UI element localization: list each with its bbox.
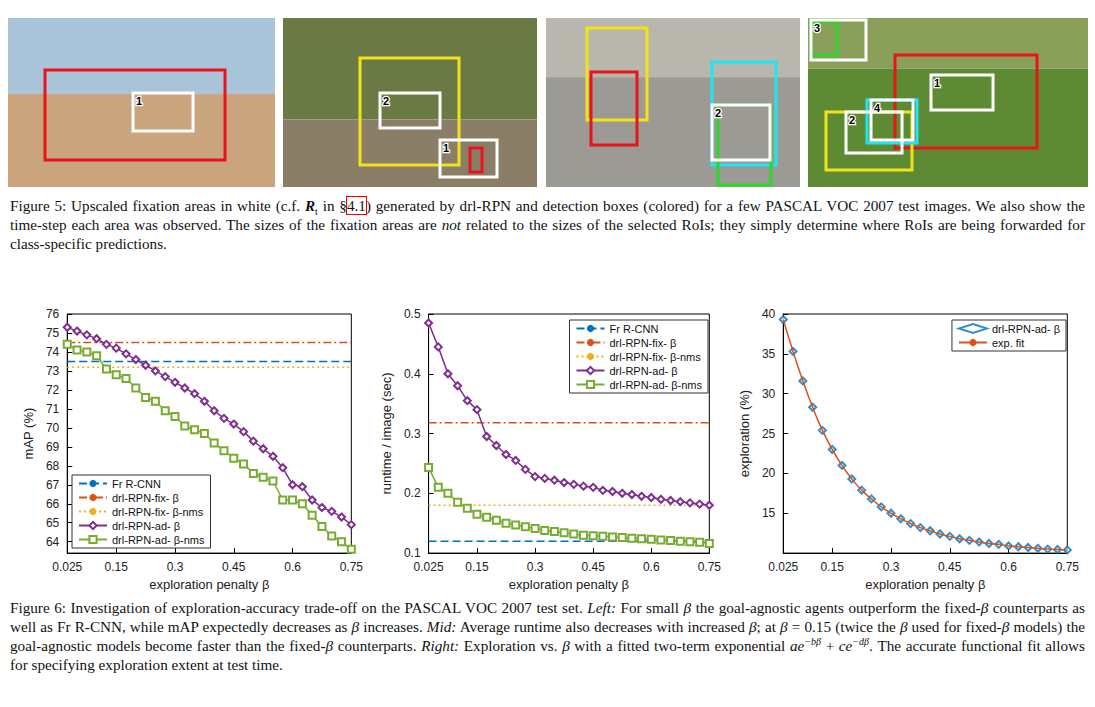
svg-text:0.1: 0.1	[404, 546, 421, 560]
svg-text:72: 72	[46, 383, 60, 397]
svg-text:75: 75	[46, 326, 60, 340]
svg-text:0.45: 0.45	[581, 560, 605, 574]
svg-text:2: 2	[849, 114, 855, 126]
svg-text:0.75: 0.75	[1056, 560, 1080, 574]
svg-text:0.3: 0.3	[167, 560, 184, 574]
svg-text:0.2: 0.2	[404, 486, 421, 500]
svg-text:Fr R-CNN: Fr R-CNN	[112, 478, 161, 490]
svg-text:drl-RPN-fix- β-nms: drl-RPN-fix- β-nms	[609, 351, 701, 363]
svg-text:0.025: 0.025	[768, 560, 798, 574]
svg-text:0.3: 0.3	[883, 560, 900, 574]
svg-text:4: 4	[874, 102, 881, 114]
html-text:Figure 6: Investigation of exp: Figure 6: Investigation of exploration-a…	[10, 599, 1085, 673]
svg-text:drl-RPN-fix- β: drl-RPN-fix- β	[609, 337, 676, 349]
svg-text:74: 74	[46, 345, 60, 359]
svg-text:68: 68	[46, 459, 60, 473]
svg-text:1: 1	[443, 142, 449, 154]
svg-text:drl-RPN-fix- β: drl-RPN-fix- β	[112, 492, 179, 504]
svg-text:69: 69	[46, 440, 60, 454]
svg-text:0.15: 0.15	[821, 560, 845, 574]
svg-text:0.15: 0.15	[105, 560, 129, 574]
svg-text:0.45: 0.45	[938, 560, 962, 574]
svg-text:2: 2	[715, 107, 721, 119]
svg-text:0.75: 0.75	[340, 560, 364, 574]
svg-text:0.6: 0.6	[1000, 560, 1017, 574]
svg-text:71: 71	[46, 402, 60, 416]
svg-text:0.025: 0.025	[52, 560, 82, 574]
svg-text:0.6: 0.6	[284, 560, 301, 574]
svg-text:drl-RPN-ad- β-nms: drl-RPN-ad- β-nms	[609, 379, 702, 391]
svg-text:70: 70	[46, 421, 60, 435]
svg-text:1: 1	[136, 95, 142, 107]
svg-text:2: 2	[383, 95, 389, 107]
svg-text:15: 15	[762, 506, 776, 520]
svg-text:67: 67	[46, 478, 60, 492]
svg-text:exploration penalty β: exploration penalty β	[149, 577, 269, 592]
svg-text:0.025: 0.025	[414, 560, 444, 574]
svg-text:66: 66	[46, 497, 60, 511]
svg-text:25: 25	[762, 427, 776, 441]
svg-text:mAP (%): mAP (%)	[21, 408, 36, 460]
svg-text:65: 65	[46, 516, 60, 530]
svg-text:drl-RPN-ad- β-nms: drl-RPN-ad- β-nms	[112, 534, 205, 546]
svg-text:exploration penalty β: exploration penalty β	[509, 577, 629, 592]
svg-text:exp. fit: exp. fit	[992, 337, 1024, 349]
svg-text:3: 3	[814, 22, 820, 34]
svg-text:0.3: 0.3	[404, 427, 421, 441]
svg-text:0.75: 0.75	[698, 560, 722, 574]
svg-text:0.6: 0.6	[643, 560, 660, 574]
svg-text:64: 64	[46, 535, 60, 549]
svg-text:drl-RPN-ad- β: drl-RPN-ad- β	[609, 365, 677, 377]
svg-text:30: 30	[762, 387, 776, 401]
html-text:Figure 5: Upscaled fixation ar: Figure 5: Upscaled fixation areas in whi…	[10, 197, 1085, 252]
svg-text:0.3: 0.3	[527, 560, 544, 574]
svg-text:35: 35	[762, 347, 776, 361]
svg-text:0.5: 0.5	[404, 307, 421, 321]
svg-text:runtime / image (sec): runtime / image (sec)	[379, 373, 394, 495]
svg-text:0.4: 0.4	[404, 367, 421, 381]
svg-text:exploration (%): exploration (%)	[737, 390, 752, 477]
svg-text:drl-RPN-ad- β: drl-RPN-ad- β	[992, 323, 1060, 335]
svg-text:drl-RPN-fix- β-nms: drl-RPN-fix- β-nms	[112, 506, 204, 518]
svg-text:20: 20	[762, 466, 776, 480]
svg-text:0.15: 0.15	[465, 560, 489, 574]
svg-text:1: 1	[934, 77, 940, 89]
svg-text:73: 73	[46, 364, 60, 378]
svg-text:0.45: 0.45	[222, 560, 246, 574]
svg-text:exploration penalty β: exploration penalty β	[865, 577, 985, 592]
svg-text:40: 40	[762, 307, 776, 321]
svg-text:76: 76	[46, 307, 60, 321]
svg-text:Fr R-CNN: Fr R-CNN	[609, 323, 658, 335]
svg-text:drl-RPN-ad- β: drl-RPN-ad- β	[112, 520, 180, 532]
